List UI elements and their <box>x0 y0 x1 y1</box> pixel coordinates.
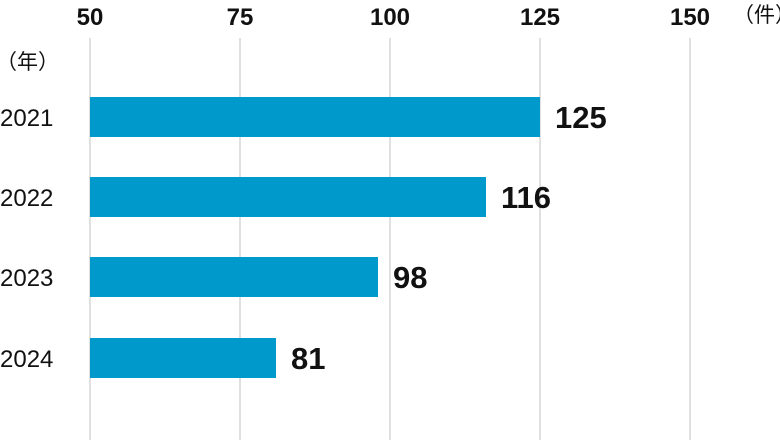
x-tick-label-75: 75 <box>227 4 254 31</box>
x-axis-unit-label: （件） <box>733 3 780 27</box>
x-axis: 50 75 100 125 150 <box>77 4 710 31</box>
x-tick-label-50: 50 <box>77 4 104 31</box>
x-tick-label-100: 100 <box>370 4 410 31</box>
data-label-2022: 116 <box>501 180 551 215</box>
bar-2022 <box>90 177 486 217</box>
x-tick-label-125: 125 <box>520 4 560 31</box>
data-label-2021: 125 <box>555 100 607 135</box>
y-axis-unit-label: （年） <box>0 50 59 74</box>
bar-2023 <box>90 257 378 297</box>
data-label-2023: 98 <box>393 260 427 295</box>
y-tick-label-2023: 2023 <box>0 265 53 292</box>
y-axis: 2021 2022 2023 2024 <box>0 105 53 373</box>
bar-2021 <box>90 97 540 137</box>
data-label-2024: 81 <box>291 341 325 376</box>
bar-2024 <box>90 338 276 378</box>
y-tick-label-2022: 2022 <box>0 185 53 212</box>
x-tick-label-150: 150 <box>670 4 710 31</box>
y-tick-label-2024: 2024 <box>0 346 53 373</box>
bars <box>90 97 540 378</box>
y-tick-label-2021: 2021 <box>0 105 53 132</box>
data-labels: 125 116 98 81 <box>291 100 607 376</box>
